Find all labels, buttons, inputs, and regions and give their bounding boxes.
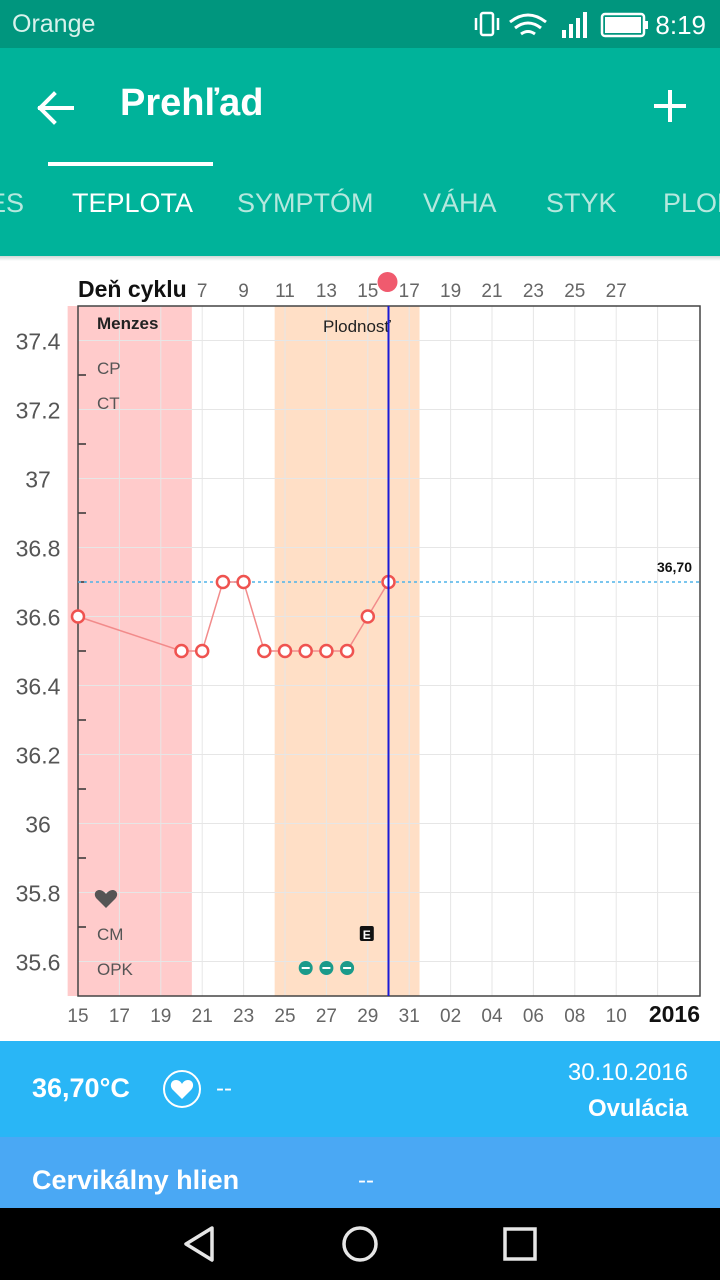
date-tick-label: 08: [564, 1006, 585, 1027]
temperature-point: [236, 574, 251, 590]
cycle-day-tick-label: 13: [316, 281, 337, 302]
temperature-point: [194, 643, 210, 659]
cycle-day-tick-label: 17: [399, 281, 420, 302]
status-icons: [474, 11, 648, 38]
cycle-day-tick-label: 27: [606, 281, 627, 302]
y-tick-label: 36: [25, 812, 51, 838]
temperature-point: [277, 643, 293, 659]
temperature-point: [174, 643, 189, 659]
date-tick-label: 27: [316, 1006, 337, 1027]
opk-row-label: OPK: [97, 960, 134, 979]
heart-icon: [94, 890, 118, 908]
nav-home-icon[interactable]: [340, 1224, 380, 1264]
e-marker-badge: [359, 926, 374, 941]
y-tick-label: 36.2: [16, 743, 61, 769]
tab-teplota[interactable]: TEPLOTA: [72, 188, 194, 218]
y-tick-label: 36.6: [16, 605, 61, 631]
cycle-day-tick-label: 19: [440, 281, 461, 302]
temperature-point: [257, 643, 272, 659]
year-label: 2016: [649, 1001, 700, 1027]
temperature-point: [70, 609, 86, 624]
nav-back-icon[interactable]: [180, 1224, 220, 1264]
cycle-day-tick-label: 11: [275, 281, 295, 302]
vibrate-icon: [474, 11, 500, 37]
ovulation-day-handle: [377, 272, 398, 292]
tab-styk[interactable]: STYK: [546, 188, 617, 218]
battery-icon: [600, 12, 648, 38]
date-tick-label: 17: [109, 1006, 130, 1027]
y-tick-label: 37: [25, 467, 51, 493]
menses-label: Menzes: [97, 314, 158, 333]
cycle-day-tick-label: 9: [238, 281, 249, 302]
date-tick-label: 21: [192, 1006, 213, 1027]
tab-vaha[interactable]: VÁHA: [423, 188, 497, 218]
fertility-label: Plodnosť: [323, 317, 391, 336]
add-icon[interactable]: [650, 86, 690, 126]
coverline-label: 36,70: [657, 559, 692, 575]
tab-symptom[interactable]: SYMPTÓM: [237, 188, 374, 218]
temperature-chart[interactable]: 37.4 37.2 37 36.8 36.6 36.4 36.2 36 35.8 35.6 Deň …: [0, 261, 720, 1041]
date-tick-label: 06: [523, 1006, 544, 1027]
cycle-day-tick-label: 23: [523, 281, 544, 302]
date-tick-label: 19: [150, 1006, 171, 1027]
y-tick-label: 37.4: [16, 329, 61, 355]
system-nav-bar: [0, 1208, 720, 1280]
temperature-value: 36,70°C: [32, 1073, 130, 1103]
wifi-icon: [509, 13, 547, 36]
tab-bar: ES TEPLOTA SYMPTÓM VÁHA STYK PLOD: [0, 184, 720, 256]
date-tick-label: 23: [233, 1006, 254, 1027]
menses-band: [67, 306, 192, 996]
cm-row-label: CM: [97, 925, 123, 944]
date-tick-label: 04: [481, 1006, 503, 1027]
date-tick-label: 02: [440, 1006, 461, 1027]
temperature-point: [298, 643, 313, 659]
tab-indicator: [48, 162, 213, 166]
cp-row-label: CP: [97, 359, 121, 378]
y-tick-label: 36.8: [16, 536, 61, 562]
tab-es[interactable]: ES: [0, 188, 25, 218]
page-title: Prehľad: [120, 82, 264, 124]
selected-date: 30.10.2016: [567, 1059, 688, 1086]
app-bar-shadow: [0, 256, 720, 261]
date-tick-label: 25: [274, 1006, 295, 1027]
intercourse-heart-icon: [163, 1070, 201, 1108]
cycle-day-tick-label: 7: [197, 281, 208, 302]
status-bar: Orange 8:19: [0, 0, 720, 48]
back-arrow-icon[interactable]: [34, 86, 78, 130]
date-tick-label: 15: [67, 1006, 88, 1027]
date-tick-label: 10: [606, 1006, 627, 1027]
cervical-mucus-row[interactable]: Cervikálny hlien --: [0, 1137, 720, 1208]
date-tick-label: 29: [357, 1006, 378, 1027]
y-tick-label: 35.8: [16, 881, 61, 907]
e-marker-label: E: [363, 928, 371, 942]
y-tick-label: 37.2: [16, 398, 61, 424]
clock: 8:19: [655, 10, 706, 40]
cycle-day-tick-label: 21: [481, 281, 502, 302]
y-tick-label: 36.4: [16, 674, 61, 700]
tab-plodnost[interactable]: PLOD: [663, 188, 720, 218]
cycle-status: Ovulácia: [587, 1095, 688, 1122]
day-summary-bar[interactable]: 36,70°C -- 30.10.2016 Ovulácia: [0, 1041, 720, 1137]
cycle-day-tick-label: 25: [564, 281, 585, 302]
ct-row-label: CT: [97, 394, 120, 413]
cycle-day-title: Deň cyklu: [78, 276, 187, 302]
carrier-label: Orange: [12, 10, 96, 38]
app-bar: Prehľad ES TEPLOTA SYMPTÓM VÁHA STYK PLO…: [0, 48, 720, 256]
signal-icon: [562, 12, 587, 38]
heart-value: --: [216, 1075, 232, 1102]
cervical-mucus-label: Cervikálny hlien: [32, 1165, 240, 1195]
cycle-day-tick-label: 15: [357, 281, 378, 302]
temperature-point: [215, 574, 231, 590]
y-tick-label: 35.6: [16, 950, 61, 976]
date-tick-label: 31: [399, 1006, 420, 1027]
nav-recents-icon[interactable]: [502, 1226, 538, 1262]
temperature-point: [339, 643, 355, 659]
cervical-mucus-value: --: [358, 1167, 374, 1194]
temperature-point: [319, 643, 334, 659]
temperature-point: [360, 609, 376, 624]
